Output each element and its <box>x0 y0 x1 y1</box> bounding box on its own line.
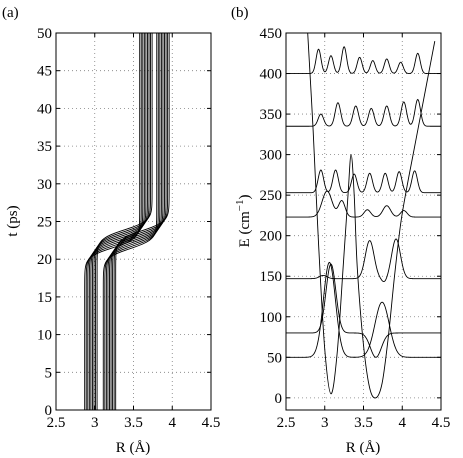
x-tick-label: 2.5 <box>277 415 296 431</box>
panel-a-ylabel: t (ps) <box>5 205 21 236</box>
panel-b-ylabel: E (cm−1) <box>234 195 253 248</box>
wavefunction-line <box>286 169 441 194</box>
panel-b-grid <box>286 33 441 410</box>
x-tick-label: 3 <box>91 415 99 431</box>
panel-a-xlabel: R (Å) <box>116 440 151 456</box>
y-tick-label: 250 <box>260 188 283 204</box>
trajectory-line <box>102 33 158 410</box>
trajectory-line <box>96 33 153 410</box>
panel-b-ylabel-main: E (cm <box>237 211 253 248</box>
y-tick-label: 300 <box>260 148 283 164</box>
panel-b-xlabel: R (Å) <box>346 440 381 456</box>
x-tick-label: 3.5 <box>124 415 143 431</box>
x-tick-label: 4 <box>399 415 407 431</box>
panel-a-label: (a) <box>2 5 19 21</box>
y-tick-label: 50 <box>37 26 52 42</box>
x-tick-label: 4.5 <box>432 415 451 431</box>
panel-a-trajectories: (a) 2.5 3 3.5 4 4.5 0 5 10 15 20 25 30 35 40 45 50 R (Å… <box>2 5 220 456</box>
y-tick-label: 40 <box>37 101 52 117</box>
x-tick-label: 4.5 <box>202 415 221 431</box>
panel-b-ylabel-close: ) <box>237 195 253 200</box>
wavefunction-line <box>286 190 441 218</box>
y-tick-label: 15 <box>37 290 52 306</box>
trajectory-line <box>105 33 161 410</box>
x-tick-label: 2.5 <box>47 415 66 431</box>
panel-b-ylabel-sup: −1 <box>234 200 246 212</box>
panel-b-curves <box>286 33 441 399</box>
trajectory-line <box>104 33 159 410</box>
wavefunction-line <box>286 238 441 283</box>
y-tick-label: 0 <box>275 391 283 407</box>
x-tick-label: 3 <box>321 415 329 431</box>
y-tick-label: 400 <box>260 67 283 83</box>
wavefunction-line <box>286 98 441 127</box>
x-tick-label: 3.5 <box>354 415 373 431</box>
panel-b-label: (b) <box>231 5 249 21</box>
y-tick-label: 10 <box>37 328 52 344</box>
y-tick-label: 0 <box>45 403 53 419</box>
y-tick-label: 20 <box>37 252 52 268</box>
y-tick-label: 200 <box>260 229 283 245</box>
y-tick-label: 350 <box>260 107 283 123</box>
y-tick-label: 30 <box>37 177 52 193</box>
y-tick-label: 100 <box>260 310 283 326</box>
potential-curve <box>307 33 436 399</box>
wavefunction-line <box>286 46 441 74</box>
trajectory-line <box>90 33 147 410</box>
panel-a-curves <box>84 33 170 410</box>
y-tick-label: 150 <box>260 269 283 285</box>
y-tick-label: 45 <box>37 64 52 80</box>
panel-b-ticks: 2.5 3 3.5 4 4.5 0 50 100 150 200 250 300 350 400 450 <box>260 26 451 431</box>
trajectory-line <box>87 33 144 410</box>
trajectory-line <box>84 33 141 410</box>
trajectory-line <box>85 33 142 410</box>
wavefunction-line <box>286 263 441 358</box>
trajectory-line <box>115 33 170 410</box>
y-tick-label: 25 <box>37 215 52 231</box>
panel-a-grid <box>56 33 211 410</box>
wavefunction-line <box>286 261 441 358</box>
x-tick-label: 4 <box>169 415 177 431</box>
trajectory-line <box>107 33 162 410</box>
y-tick-label: 5 <box>45 365 53 381</box>
trajectory-line <box>113 33 169 410</box>
panel-b-energy-levels: (b) 2.5 3 3.5 4 4.5 0 50 100 150 200 250 300 350 400 4… <box>231 5 450 456</box>
y-tick-label: 35 <box>37 139 52 155</box>
y-tick-label: 50 <box>267 350 282 366</box>
y-tick-label: 450 <box>260 26 283 42</box>
trajectory-line <box>95 33 151 410</box>
panel-a-ticks: 2.5 3 3.5 4 4.5 0 5 10 15 20 25 30 35 40 45 50 <box>37 26 220 431</box>
